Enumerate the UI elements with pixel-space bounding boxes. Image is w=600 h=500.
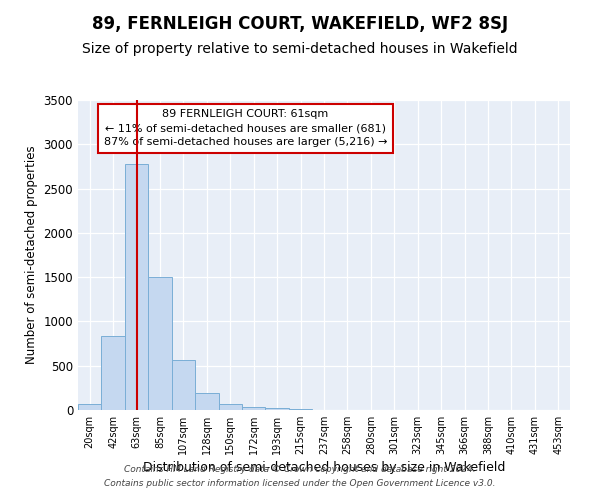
- Bar: [148, 277, 172, 410]
- Bar: [218, 404, 242, 410]
- Text: 89, FERNLEIGH COURT, WAKEFIELD, WF2 8SJ: 89, FERNLEIGH COURT, WAKEFIELD, WF2 8SJ: [92, 15, 508, 33]
- Bar: [78, 404, 101, 410]
- Bar: [172, 360, 195, 410]
- X-axis label: Distribution of semi-detached houses by size in Wakefield: Distribution of semi-detached houses by …: [143, 461, 505, 474]
- Bar: [125, 164, 148, 410]
- Text: 89 FERNLEIGH COURT: 61sqm
← 11% of semi-detached houses are smaller (681)
87% of: 89 FERNLEIGH COURT: 61sqm ← 11% of semi-…: [104, 110, 387, 148]
- Text: Contains HM Land Registry data © Crown copyright and database right 2024.
Contai: Contains HM Land Registry data © Crown c…: [104, 466, 496, 487]
- Text: Size of property relative to semi-detached houses in Wakefield: Size of property relative to semi-detach…: [82, 42, 518, 56]
- Bar: [101, 336, 125, 410]
- Bar: [195, 392, 218, 410]
- Bar: [289, 409, 312, 410]
- Bar: [265, 408, 289, 410]
- Bar: [242, 408, 265, 410]
- Y-axis label: Number of semi-detached properties: Number of semi-detached properties: [25, 146, 38, 364]
